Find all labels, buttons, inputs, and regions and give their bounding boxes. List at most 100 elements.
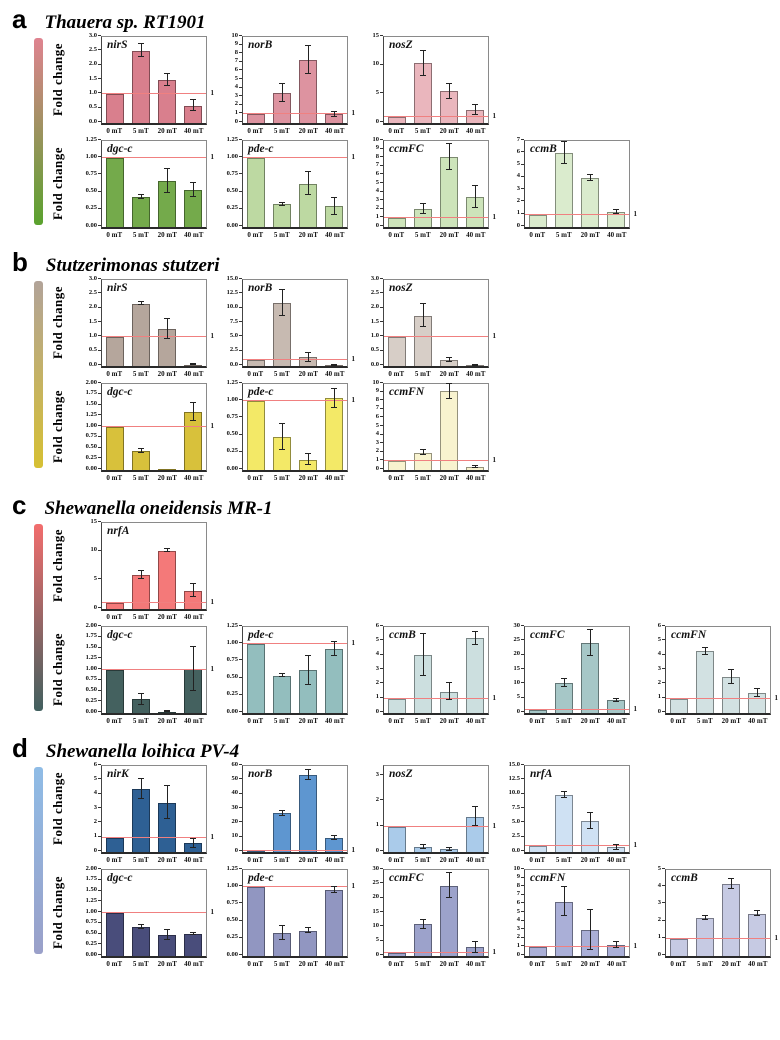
error-bar-cap bbox=[587, 628, 593, 630]
error-bar bbox=[282, 810, 283, 816]
y-tick-mark bbox=[98, 807, 101, 808]
y-tick-label: 6 bbox=[375, 621, 379, 629]
y-tick-label: 0 bbox=[375, 950, 379, 958]
gradient-color-bar bbox=[34, 281, 43, 468]
y-tick-label: 0 bbox=[516, 950, 520, 958]
error-bar-cap bbox=[190, 402, 196, 404]
error-bar bbox=[167, 548, 168, 553]
gradient-color-bar bbox=[34, 38, 43, 225]
x-tick-label: 0 mT bbox=[247, 960, 264, 968]
bar-5mT bbox=[272, 813, 292, 852]
y-tick-label: 5 bbox=[93, 574, 97, 582]
x-tick-label: 40 mT bbox=[466, 856, 486, 864]
y-tick-mark bbox=[98, 689, 101, 691]
y-tick-mark bbox=[380, 896, 383, 898]
y-tick-mark bbox=[380, 278, 383, 279]
error-bar-cap bbox=[331, 110, 337, 112]
y-tick-mark bbox=[521, 954, 524, 955]
plot-column: 1 ccmFN 0 mT 5 mT 20 mT 40 mT bbox=[383, 383, 496, 482]
error-bar-cap bbox=[446, 383, 452, 384]
plot-area: 1 pde-c bbox=[242, 626, 355, 715]
y-tick-mark bbox=[98, 190, 101, 192]
plot-column: 1 pde-c 0 mT 5 mT 20 mT 40 mT bbox=[242, 140, 355, 239]
y-tick-mark bbox=[239, 919, 242, 921]
chart-b-ccmFN: 0 1 2 3 4 5 6 7 8 9 10 1 ccmFN 0 mT 5 mT 20 mT 40 mT bbox=[357, 379, 497, 482]
x-tick-label: 40 mT bbox=[466, 370, 486, 378]
y-tick-label: 8 bbox=[375, 395, 379, 403]
y-tick-mark bbox=[98, 403, 101, 405]
y-tick-mark bbox=[98, 821, 101, 823]
x-axis-labels: 0 mT 5 mT 20 mT 40 mT bbox=[101, 856, 207, 864]
x-tick-label: 20 mT bbox=[439, 474, 459, 482]
x-tick-label: 0 mT bbox=[388, 370, 405, 378]
y-tick-label: 4 bbox=[516, 916, 520, 924]
bar-40mT bbox=[183, 364, 203, 366]
chart-c-dgc-c: 0.00 0.25 0.50 0.75 1.00 1.25 1.50 1.75 2.00 1 dgc… bbox=[75, 622, 214, 725]
x-tick-label: 0 mT bbox=[106, 856, 123, 864]
y-tick-label: 1.25 bbox=[226, 135, 238, 143]
y-tick-label: 10 bbox=[372, 921, 380, 929]
plot-column: 1 nirS 0 mT 5 mT 20 mT 40 mT bbox=[101, 279, 214, 378]
reference-line-label: 1 bbox=[774, 933, 779, 942]
y-tick-label: 15 bbox=[513, 664, 521, 672]
x-tick-label: 40 mT bbox=[184, 370, 204, 378]
error-bar bbox=[334, 198, 335, 215]
y-tick-label: 4 bbox=[657, 881, 661, 889]
x-tick-label: 5 mT bbox=[132, 127, 149, 135]
x-tick-label: 0 mT bbox=[106, 231, 123, 239]
panel-header: d Shewanella loihica PV-4 bbox=[12, 735, 780, 763]
error-bar-cap bbox=[164, 317, 170, 319]
y-tick-label: 7 bbox=[234, 57, 238, 65]
error-bar-cap bbox=[420, 927, 426, 929]
y-tick-label: 0.0 bbox=[88, 117, 97, 125]
error-bar-cap bbox=[702, 653, 708, 655]
bar-40mT bbox=[183, 843, 203, 852]
error-bar-cap bbox=[305, 464, 311, 466]
y-axis: 0.0 2.5 5.0 7.5 10.0 12.5 15.0 bbox=[498, 761, 524, 853]
y-tick-label: 10 bbox=[372, 135, 380, 143]
error-bar-cap bbox=[190, 99, 196, 101]
y-tick-label: 0 bbox=[93, 603, 97, 611]
error-bar-cap bbox=[472, 113, 478, 115]
bar-0mT bbox=[246, 114, 266, 123]
reference-line bbox=[525, 709, 629, 711]
y-tick-label: 2.5 bbox=[511, 832, 520, 840]
bar-0mT bbox=[105, 337, 125, 366]
y-tick-mark bbox=[239, 382, 242, 383]
error-bar-cap bbox=[561, 915, 567, 917]
chart-a-ccmFC: 0 1 2 3 4 5 6 7 8 9 10 1 ccmFC 0 mT 5 mT 20 mT 40 mT bbox=[357, 135, 497, 239]
y-tick-mark bbox=[239, 676, 242, 678]
error-bar-cap bbox=[138, 692, 144, 694]
y-tick-label: 5 bbox=[375, 635, 379, 643]
y-tick-label: 3 bbox=[657, 898, 661, 906]
y-tick-label: 0.00 bbox=[85, 707, 97, 715]
x-tick-label: 20 mT bbox=[580, 856, 600, 864]
x-tick-label: 0 mT bbox=[529, 960, 546, 968]
plot-area: 1 pde-c bbox=[242, 383, 355, 472]
error-bar-cap bbox=[190, 583, 196, 585]
y-tick-mark bbox=[98, 382, 101, 383]
panel-title: Shewanella oneidensis MR-1 bbox=[44, 498, 273, 519]
x-tick-label: 40 mT bbox=[607, 717, 627, 725]
error-bar-cap bbox=[190, 109, 196, 111]
bar-40mT bbox=[183, 189, 203, 227]
x-tick-label: 0 mT bbox=[388, 717, 405, 725]
y-tick-mark bbox=[98, 49, 101, 51]
plot-area: 1 nirK bbox=[101, 765, 214, 854]
error-bar bbox=[167, 929, 168, 941]
y-tick-label: 10.0 bbox=[226, 303, 238, 311]
y-tick-mark bbox=[662, 936, 665, 938]
error-bar bbox=[193, 647, 194, 692]
y-tick-label: 1.25 bbox=[85, 653, 97, 661]
bar-20mT bbox=[298, 774, 318, 852]
y-tick-label: 1.00 bbox=[226, 638, 238, 646]
x-tick-label: 5 mT bbox=[696, 960, 713, 968]
x-tick-label: 5 mT bbox=[414, 370, 431, 378]
reference-line-label: 1 bbox=[351, 845, 356, 854]
error-bar-cap bbox=[587, 828, 593, 830]
error-bar-cap bbox=[190, 363, 196, 364]
y-axis: 0 1 2 3 4 5 6 7 8 9 10 bbox=[216, 32, 242, 124]
y-tick-label: 0.5 bbox=[370, 346, 379, 354]
error-bar-cap bbox=[702, 646, 708, 648]
y-tick-mark bbox=[239, 711, 242, 712]
